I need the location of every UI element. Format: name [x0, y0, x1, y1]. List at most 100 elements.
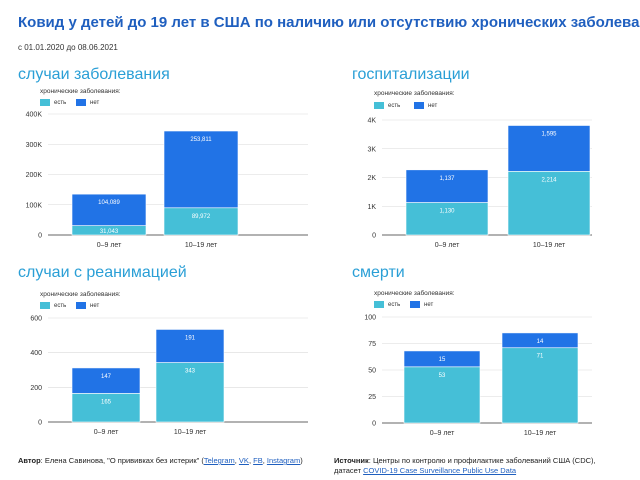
legend-swatch-no [414, 102, 424, 109]
legend-item-yes: есть [40, 99, 66, 106]
legend-item-yes: есть [374, 301, 400, 308]
bar-segment-yes [507, 171, 591, 236]
x-tick-label: 10–19 лет [174, 429, 207, 436]
data-label: 31,043 [100, 229, 119, 235]
bar-segment-yes [501, 347, 579, 424]
link-separator: , [262, 456, 267, 465]
x-tick-label: 10–19 лет [533, 242, 566, 249]
x-tick-label: 0–9 лет [94, 429, 119, 436]
page-title: Ковид у детей до 19 лет в США по наличию… [18, 14, 640, 31]
legend-label-yes: есть [54, 99, 67, 106]
data-label: 147 [101, 374, 112, 380]
data-label: 1,137 [439, 176, 455, 182]
link-telegram[interactable]: Telegram [203, 456, 235, 465]
chart-panel-cases: случаи заболевания хронические заболеван… [18, 66, 318, 249]
panel-title: случаи с реанимацией [18, 264, 187, 281]
data-label: 191 [185, 335, 196, 341]
bar-segment-no [403, 350, 481, 368]
legend-swatch-no [76, 302, 86, 309]
chart-cases: 0 100K 200K 300K 400K 31,043 104,089 0–9 лет 89,… [26, 112, 308, 249]
legend-label-no: нет [424, 301, 434, 308]
legend-label-no: нет [428, 102, 438, 109]
y-tick-label: 50 [368, 368, 376, 375]
data-label: 14 [537, 339, 544, 345]
legend-swatch-yes [374, 102, 384, 109]
panel-title: госпитализации [352, 66, 470, 83]
source-line: Источник: Центры по контролю и профилакт… [334, 456, 596, 466]
footer-source: Источник: Центры по контролю и профилакт… [334, 456, 596, 476]
chart-panel-hospitalizations: госпитализации хронические заболевания: … [352, 66, 612, 249]
y-tick-label: 0 [38, 420, 42, 427]
legend-swatch-no [76, 99, 86, 106]
legend-swatch-yes [374, 301, 384, 308]
y-tick-label: 1K [367, 204, 376, 211]
link-separator: , [248, 456, 254, 465]
y-tick-label: 25 [368, 394, 376, 401]
legend-item-yes: есть [40, 302, 66, 309]
bar-segment-no [163, 130, 239, 209]
legend-item-no: нет [414, 102, 437, 109]
link-vk[interactable]: VK [238, 456, 249, 465]
data-label: 1,595 [541, 131, 557, 137]
bar-segment-yes [403, 366, 481, 424]
panel-title: случаи заболевания [18, 66, 170, 83]
y-tick-label: 0 [372, 421, 376, 428]
source-text: : Центры по контролю и профилактике забо… [368, 456, 596, 465]
y-tick-label: 75 [368, 341, 376, 348]
panel-title: смерти [352, 264, 405, 281]
y-tick-label: 200K [26, 172, 43, 179]
y-tick-label: 400K [26, 112, 43, 119]
chart-deaths: 0 25 50 75 100 53 15 0–9 лет 71 14 10–19 лет [364, 315, 592, 437]
legend-title: хронические заболевания: [374, 90, 455, 97]
x-tick-label: 10–19 лет [185, 242, 218, 249]
link-separator: , [234, 456, 239, 465]
x-tick-label: 0–9 лет [435, 242, 460, 249]
footer-author: Автор: Елена Савинова, "О прививках без … [18, 456, 303, 466]
data-label: 89,972 [192, 214, 211, 220]
legend-label-yes: есть [54, 302, 67, 309]
legend-swatch-yes [40, 302, 50, 309]
legend-item-no: нет [76, 302, 99, 309]
bar-segment-yes [163, 207, 239, 236]
chart-hospitalizations: 0 1K 2K 3K 4K 1,130 1,137 0–9 лет 2,214 1,595 10–1… [367, 118, 592, 249]
bar-segment-yes [405, 202, 489, 236]
y-tick-label: 2K [367, 175, 376, 182]
legend-item-no: нет [410, 301, 433, 308]
data-label: 104,089 [98, 200, 120, 206]
y-tick-label: 4K [367, 118, 376, 125]
chart-icu: 0 200 400 600 165 147 0–9 лет 343 191 10–19 лет [30, 316, 308, 436]
data-label: 1,130 [439, 209, 455, 215]
author-close: ) [300, 456, 303, 465]
dataset-line: датасет COVID-19 Case Surveillance Publi… [334, 466, 596, 476]
bar-segment-no [71, 193, 147, 226]
y-tick-label: 600 [30, 316, 42, 323]
date-range: с 01.01.2020 до 08.06.2021 [18, 43, 118, 52]
y-tick-label: 0 [38, 233, 42, 240]
author-label: Автор [18, 456, 41, 465]
chart-panel-deaths: смерти хронические заболевания: есть нет… [352, 264, 612, 444]
data-label: 2,214 [541, 177, 557, 183]
bar-segment-no [405, 169, 489, 203]
dataset-link[interactable]: COVID-19 Case Surveillance Public Use Da… [363, 466, 517, 475]
source-label: Источник [334, 456, 369, 465]
legend-title: хронические заболевания: [40, 291, 121, 298]
author-text: : Елена Савинова, "О прививках без истер… [40, 456, 204, 465]
data-label: 165 [101, 399, 112, 405]
data-label: 343 [185, 369, 196, 375]
dataset-prefix: датасет [334, 466, 364, 475]
y-tick-label: 200 [30, 385, 42, 392]
legend-label-yes: есть [388, 301, 401, 308]
legend-title: хронические заболевания: [40, 88, 121, 95]
bar-segment-no [501, 332, 579, 349]
legend-label-no: нет [90, 302, 100, 309]
chart-panel-icu: случаи с реанимацией хронические заболев… [18, 264, 318, 444]
link-instagram[interactable]: Instagram [266, 456, 301, 465]
y-tick-label: 100 [364, 315, 376, 322]
legend-item-no: нет [76, 99, 99, 106]
bar-segment-yes [71, 393, 141, 423]
x-tick-label: 10–19 лет [524, 430, 557, 437]
y-tick-label: 300K [26, 142, 43, 149]
data-label: 253,811 [190, 137, 212, 143]
legend-swatch-yes [40, 99, 50, 106]
link-fb[interactable]: FB [253, 456, 263, 465]
